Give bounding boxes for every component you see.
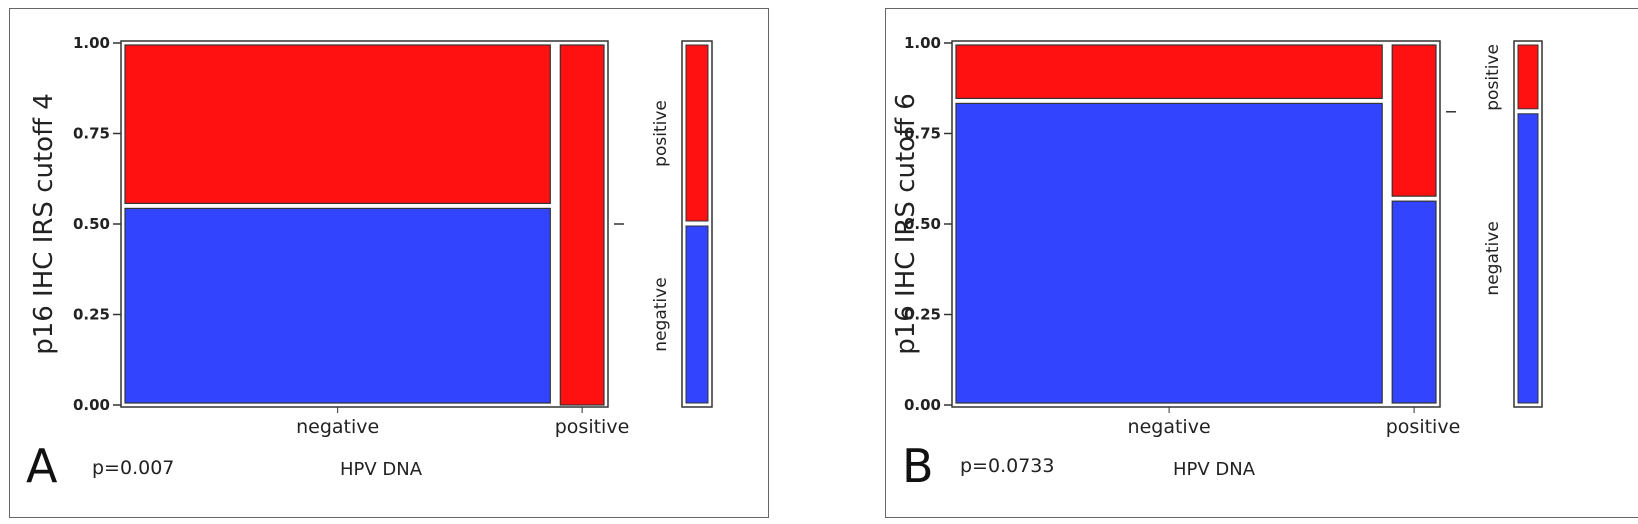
side-bar-positive [1517,44,1539,110]
y-axis-label: p16 IHC IRS cutoff 4 [29,93,59,355]
side-label-positive: positive [651,100,671,167]
y-tick-label: 0.50 [904,215,941,233]
y-tick-label: 0.75 [904,125,941,143]
y-tick-label: 0.50 [73,215,110,233]
side-bar-negative [1517,113,1539,404]
y-tick-label: 1.00 [73,34,110,52]
mosaic-chart-a: 0.00 0.25 0.50 0.75 1.00 p16 IHC IRS cutoff 4… [29,34,713,438]
x-category-label: positive [1386,416,1461,438]
tile-positive-negative [1391,200,1437,404]
tile-negative-positive [124,44,551,204]
x-axis-label-a: HPV DNA [340,459,423,480]
mosaic-chart-b: 0.00 0.25 0.50 0.75 1.00 p16 IHC IRS cutoff 6… [891,34,1543,438]
tile-negative-positive [955,44,1383,100]
x-category-label: negative [296,416,379,438]
tile-positive-positive [1391,44,1437,197]
y-tick-label: 0.75 [73,125,110,143]
panel-label-a: A [26,439,58,493]
mosaic-panel-b: 0.00 0.25 0.50 0.75 1.00 p16 IHC IRS cutoff 6… [885,8,1638,518]
panel-label-b: B [902,439,934,493]
side-label-negative: negative [651,277,671,351]
y-tick-label: 0.00 [904,396,941,414]
y-tick-label: 0.25 [904,306,941,324]
p-value-b: p=0.0733 [960,455,1055,477]
x-category-label: negative [1128,416,1211,438]
x-axis-label-b: HPV DNA [1173,459,1256,480]
x-category-label: positive [555,416,630,438]
y-tick-label: 1.00 [904,34,941,52]
y-axis-label: p16 IHC IRS cutoff 6 [891,93,921,355]
side-label-positive: positive [1483,44,1503,111]
side-bar-negative [685,225,709,404]
y-tick-label: 0.00 [73,396,110,414]
side-label-negative: negative [1483,221,1503,295]
mosaic-panel-a: 0.00 0.25 0.50 0.75 1.00 p16 IHC IRS cutoff 4… [9,8,769,518]
tile-positive-positive [559,44,605,406]
tile-negative-negative [124,207,551,404]
tile-negative-negative [955,102,1383,404]
p-value-a: p=0.007 [92,457,175,479]
y-tick-label: 0.25 [73,306,110,324]
side-bar-positive [685,44,709,222]
